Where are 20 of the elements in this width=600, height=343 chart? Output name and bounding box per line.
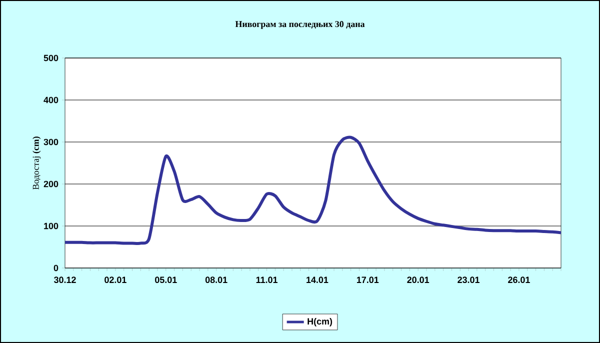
y-axis-title: Водостај (cm) — [32, 136, 41, 190]
x-tick-label: 11.01 — [256, 276, 278, 284]
x-tick-label: 26.01 — [508, 276, 530, 284]
y-tick-label: 200 — [44, 180, 58, 188]
x-tick-label: 02.01 — [104, 276, 126, 284]
x-tick-label: 20.01 — [407, 276, 430, 284]
x-tick-label: 17.01 — [356, 276, 379, 284]
x-tick-label: 30.12 — [54, 276, 76, 284]
y-tick-label: 300 — [44, 138, 58, 146]
x-tick-label: 23.01 — [458, 276, 480, 284]
x-tick-label: 14.01 — [306, 276, 328, 284]
x-tick-label: 08.01 — [205, 276, 228, 284]
x-tick-label: 05.01 — [155, 276, 177, 284]
line-series — [65, 136, 562, 245]
y-tick-label: 0 — [54, 264, 58, 272]
y-tick-label: 100 — [44, 222, 58, 230]
chart-title: Нивограм за последњих 30 дана — [235, 21, 365, 29]
y-tick-label: 500 — [44, 54, 58, 62]
legend-label: H(cm) — [308, 318, 332, 326]
y-tick-label: 400 — [44, 96, 58, 104]
